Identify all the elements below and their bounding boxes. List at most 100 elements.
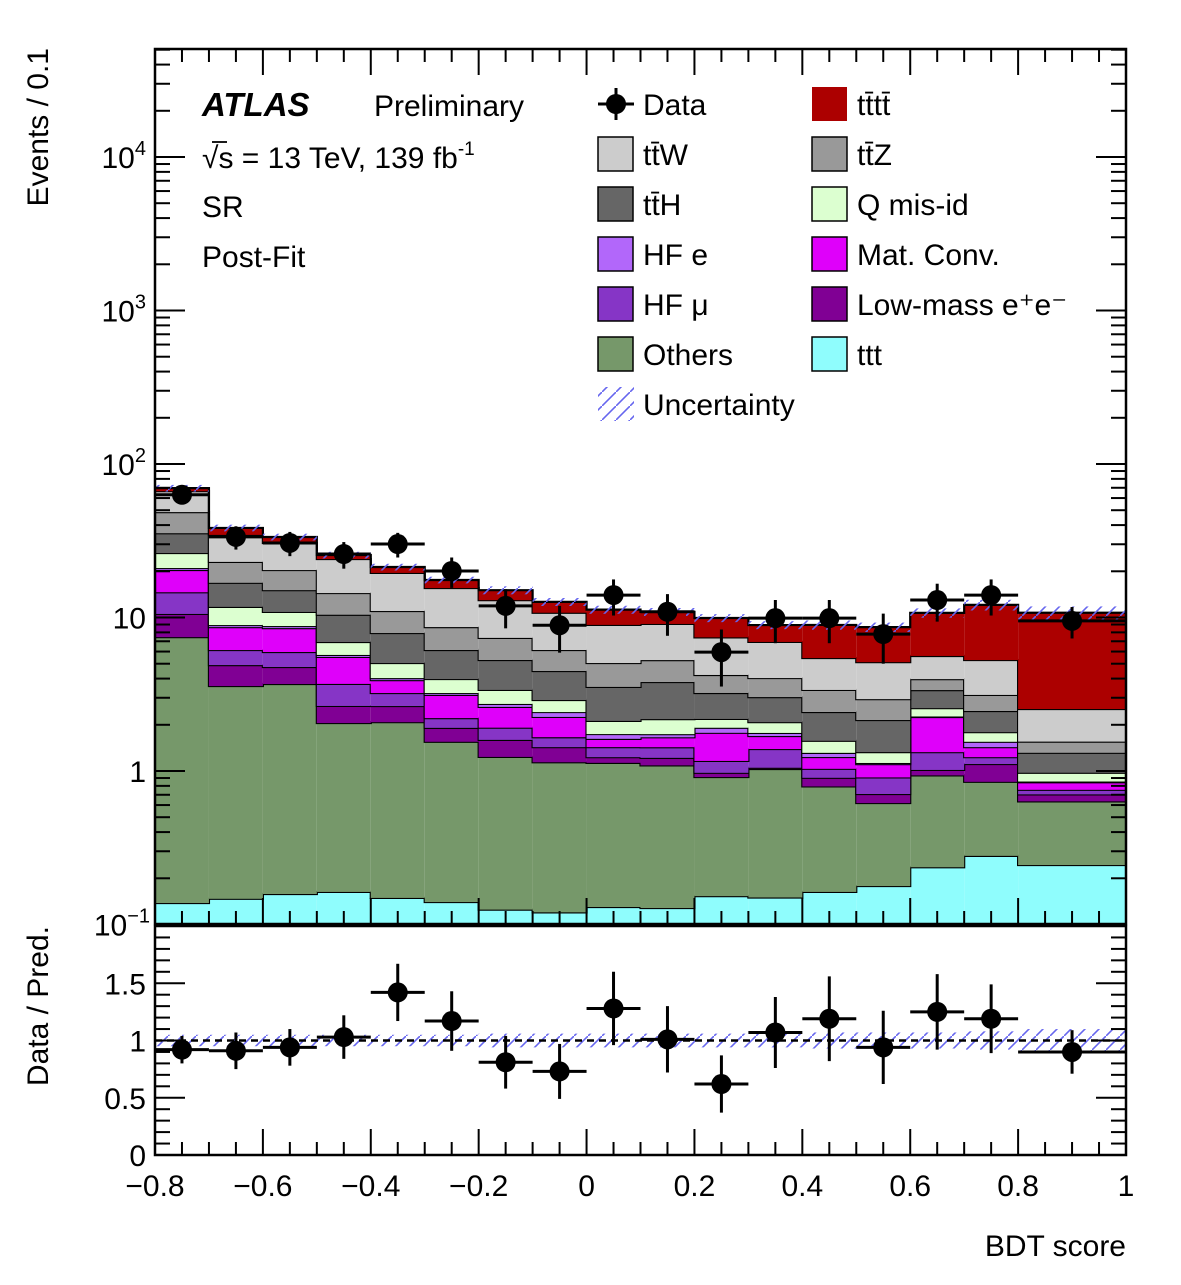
bar-tth bbox=[532, 671, 587, 701]
bar-q-mis-id bbox=[1018, 772, 1126, 782]
bar-mat-conv- bbox=[370, 680, 425, 694]
bar-others bbox=[316, 723, 371, 892]
bar-ttw bbox=[424, 588, 479, 628]
ratio-point bbox=[856, 1010, 911, 1085]
bar-ttz bbox=[424, 627, 479, 651]
bar-hf-mu bbox=[155, 592, 209, 614]
bar-low-mass-ee bbox=[155, 613, 209, 638]
bar-others bbox=[532, 762, 587, 913]
legend-label: Uncertainty bbox=[643, 389, 795, 422]
bar-q-mis-id bbox=[316, 642, 371, 655]
bar-ttz bbox=[910, 679, 965, 691]
data-marker bbox=[279, 532, 300, 553]
bar-low-mass-ee bbox=[478, 739, 533, 757]
ratio-marker bbox=[657, 1029, 678, 1050]
bar-tth bbox=[748, 697, 803, 723]
bar-hf-mu bbox=[532, 737, 587, 748]
legend-swatch bbox=[812, 87, 847, 121]
legend-swatch bbox=[597, 286, 634, 322]
ratio-marker bbox=[333, 1027, 354, 1048]
bar-q-mis-id bbox=[748, 722, 803, 733]
data-point bbox=[370, 532, 425, 558]
bar-others bbox=[478, 756, 533, 910]
y-axis-title: Events / 0.1 bbox=[22, 48, 55, 206]
ratio-marker bbox=[765, 1022, 786, 1043]
x-tick-label: 0.2 bbox=[674, 1170, 716, 1203]
bar-hf-mu bbox=[370, 693, 425, 707]
bar-tth bbox=[316, 614, 371, 643]
bar-mat-conv- bbox=[478, 706, 533, 728]
data-marker bbox=[387, 534, 408, 555]
legend-swatch bbox=[597, 186, 634, 222]
ratio-marker bbox=[981, 1008, 1002, 1029]
data-marker bbox=[873, 624, 894, 645]
ratio-marker bbox=[387, 982, 408, 1003]
data-point bbox=[856, 613, 911, 664]
data-marker bbox=[765, 608, 786, 629]
bar-hf-mu bbox=[316, 683, 371, 706]
y-tick-exponent: 3 bbox=[135, 292, 146, 314]
lumi-exponent: -1 bbox=[458, 139, 475, 160]
bar-q-mis-id bbox=[532, 700, 587, 713]
bar-hf-mu bbox=[910, 752, 965, 770]
bar-ttz bbox=[316, 593, 371, 615]
legend: Data tt̄tt̄ tt̄W tt̄Z tt̄H Q mis-id HF e Mat. C… bbox=[597, 87, 1067, 422]
ratio-point bbox=[478, 1035, 533, 1089]
legend-label: Low-mass e⁺e⁻ bbox=[857, 289, 1067, 322]
ratio-marker bbox=[927, 1001, 948, 1022]
bar-hf-e bbox=[478, 703, 533, 707]
ratio-point bbox=[694, 1055, 749, 1113]
ratio-point bbox=[586, 971, 641, 1046]
bar-ttz bbox=[802, 689, 857, 713]
legend-label: Q mis-id bbox=[857, 189, 969, 222]
ratio-point bbox=[964, 984, 1019, 1054]
bar-ttz bbox=[586, 663, 641, 687]
legend-label: Mat. Conv. bbox=[857, 239, 1000, 272]
bar-hf-e bbox=[586, 734, 641, 739]
bar-low-mass-ee bbox=[802, 777, 857, 787]
data-point bbox=[586, 579, 641, 616]
ratio-y-axis-title: Data / Pred. bbox=[22, 926, 55, 1086]
bar-ttw bbox=[748, 641, 803, 679]
data-marker bbox=[1062, 610, 1083, 631]
bar-ttz bbox=[748, 678, 803, 698]
y-tick-exponent: 4 bbox=[135, 138, 146, 160]
bar-tth bbox=[208, 582, 263, 607]
y-tick-label: 10−1 bbox=[94, 906, 150, 943]
ratio-point bbox=[910, 974, 965, 1050]
data-marker bbox=[711, 642, 732, 663]
series-low-mass-ee bbox=[155, 612, 1126, 804]
bar-hf-e bbox=[964, 741, 1019, 748]
ratio-marker bbox=[603, 998, 624, 1019]
bar-tth bbox=[856, 720, 911, 753]
bar-others bbox=[748, 769, 803, 898]
legend-item-ttW: tt̄W bbox=[597, 136, 689, 172]
legend-item-ttH: tt̄H bbox=[597, 186, 681, 222]
y-tick-label: 104 bbox=[102, 138, 147, 175]
bar-tth bbox=[586, 686, 641, 721]
bar-q-mis-id bbox=[856, 752, 911, 763]
y-tick-label: 102 bbox=[102, 445, 147, 482]
bar-q-mis-id bbox=[640, 719, 695, 735]
bar-low-mass-ee bbox=[370, 706, 425, 723]
data-marker bbox=[819, 608, 840, 629]
bar-hf-mu bbox=[478, 727, 533, 740]
legend-label: tt̄W bbox=[643, 139, 689, 172]
bar-others bbox=[208, 686, 263, 899]
y-tick-base: 10 bbox=[102, 449, 135, 482]
bar-hf-e bbox=[532, 712, 587, 717]
data-marker bbox=[981, 585, 1002, 606]
data-points bbox=[155, 484, 1126, 687]
bar-mat-conv- bbox=[316, 656, 371, 684]
bar-mat-conv- bbox=[802, 757, 857, 769]
bar-ttw bbox=[802, 658, 857, 690]
axis-ticks bbox=[154, 48, 1127, 1156]
bar-ttz bbox=[208, 561, 263, 583]
ratio-point bbox=[370, 963, 425, 1022]
legend-uncertainty-swatch bbox=[598, 387, 634, 421]
legend-label: HF e bbox=[643, 239, 708, 272]
series-mat-conv- bbox=[155, 568, 1126, 790]
x-axis-title: BDT score bbox=[985, 1230, 1126, 1263]
data-point bbox=[262, 531, 317, 557]
bar-low-mass-ee bbox=[640, 757, 695, 766]
